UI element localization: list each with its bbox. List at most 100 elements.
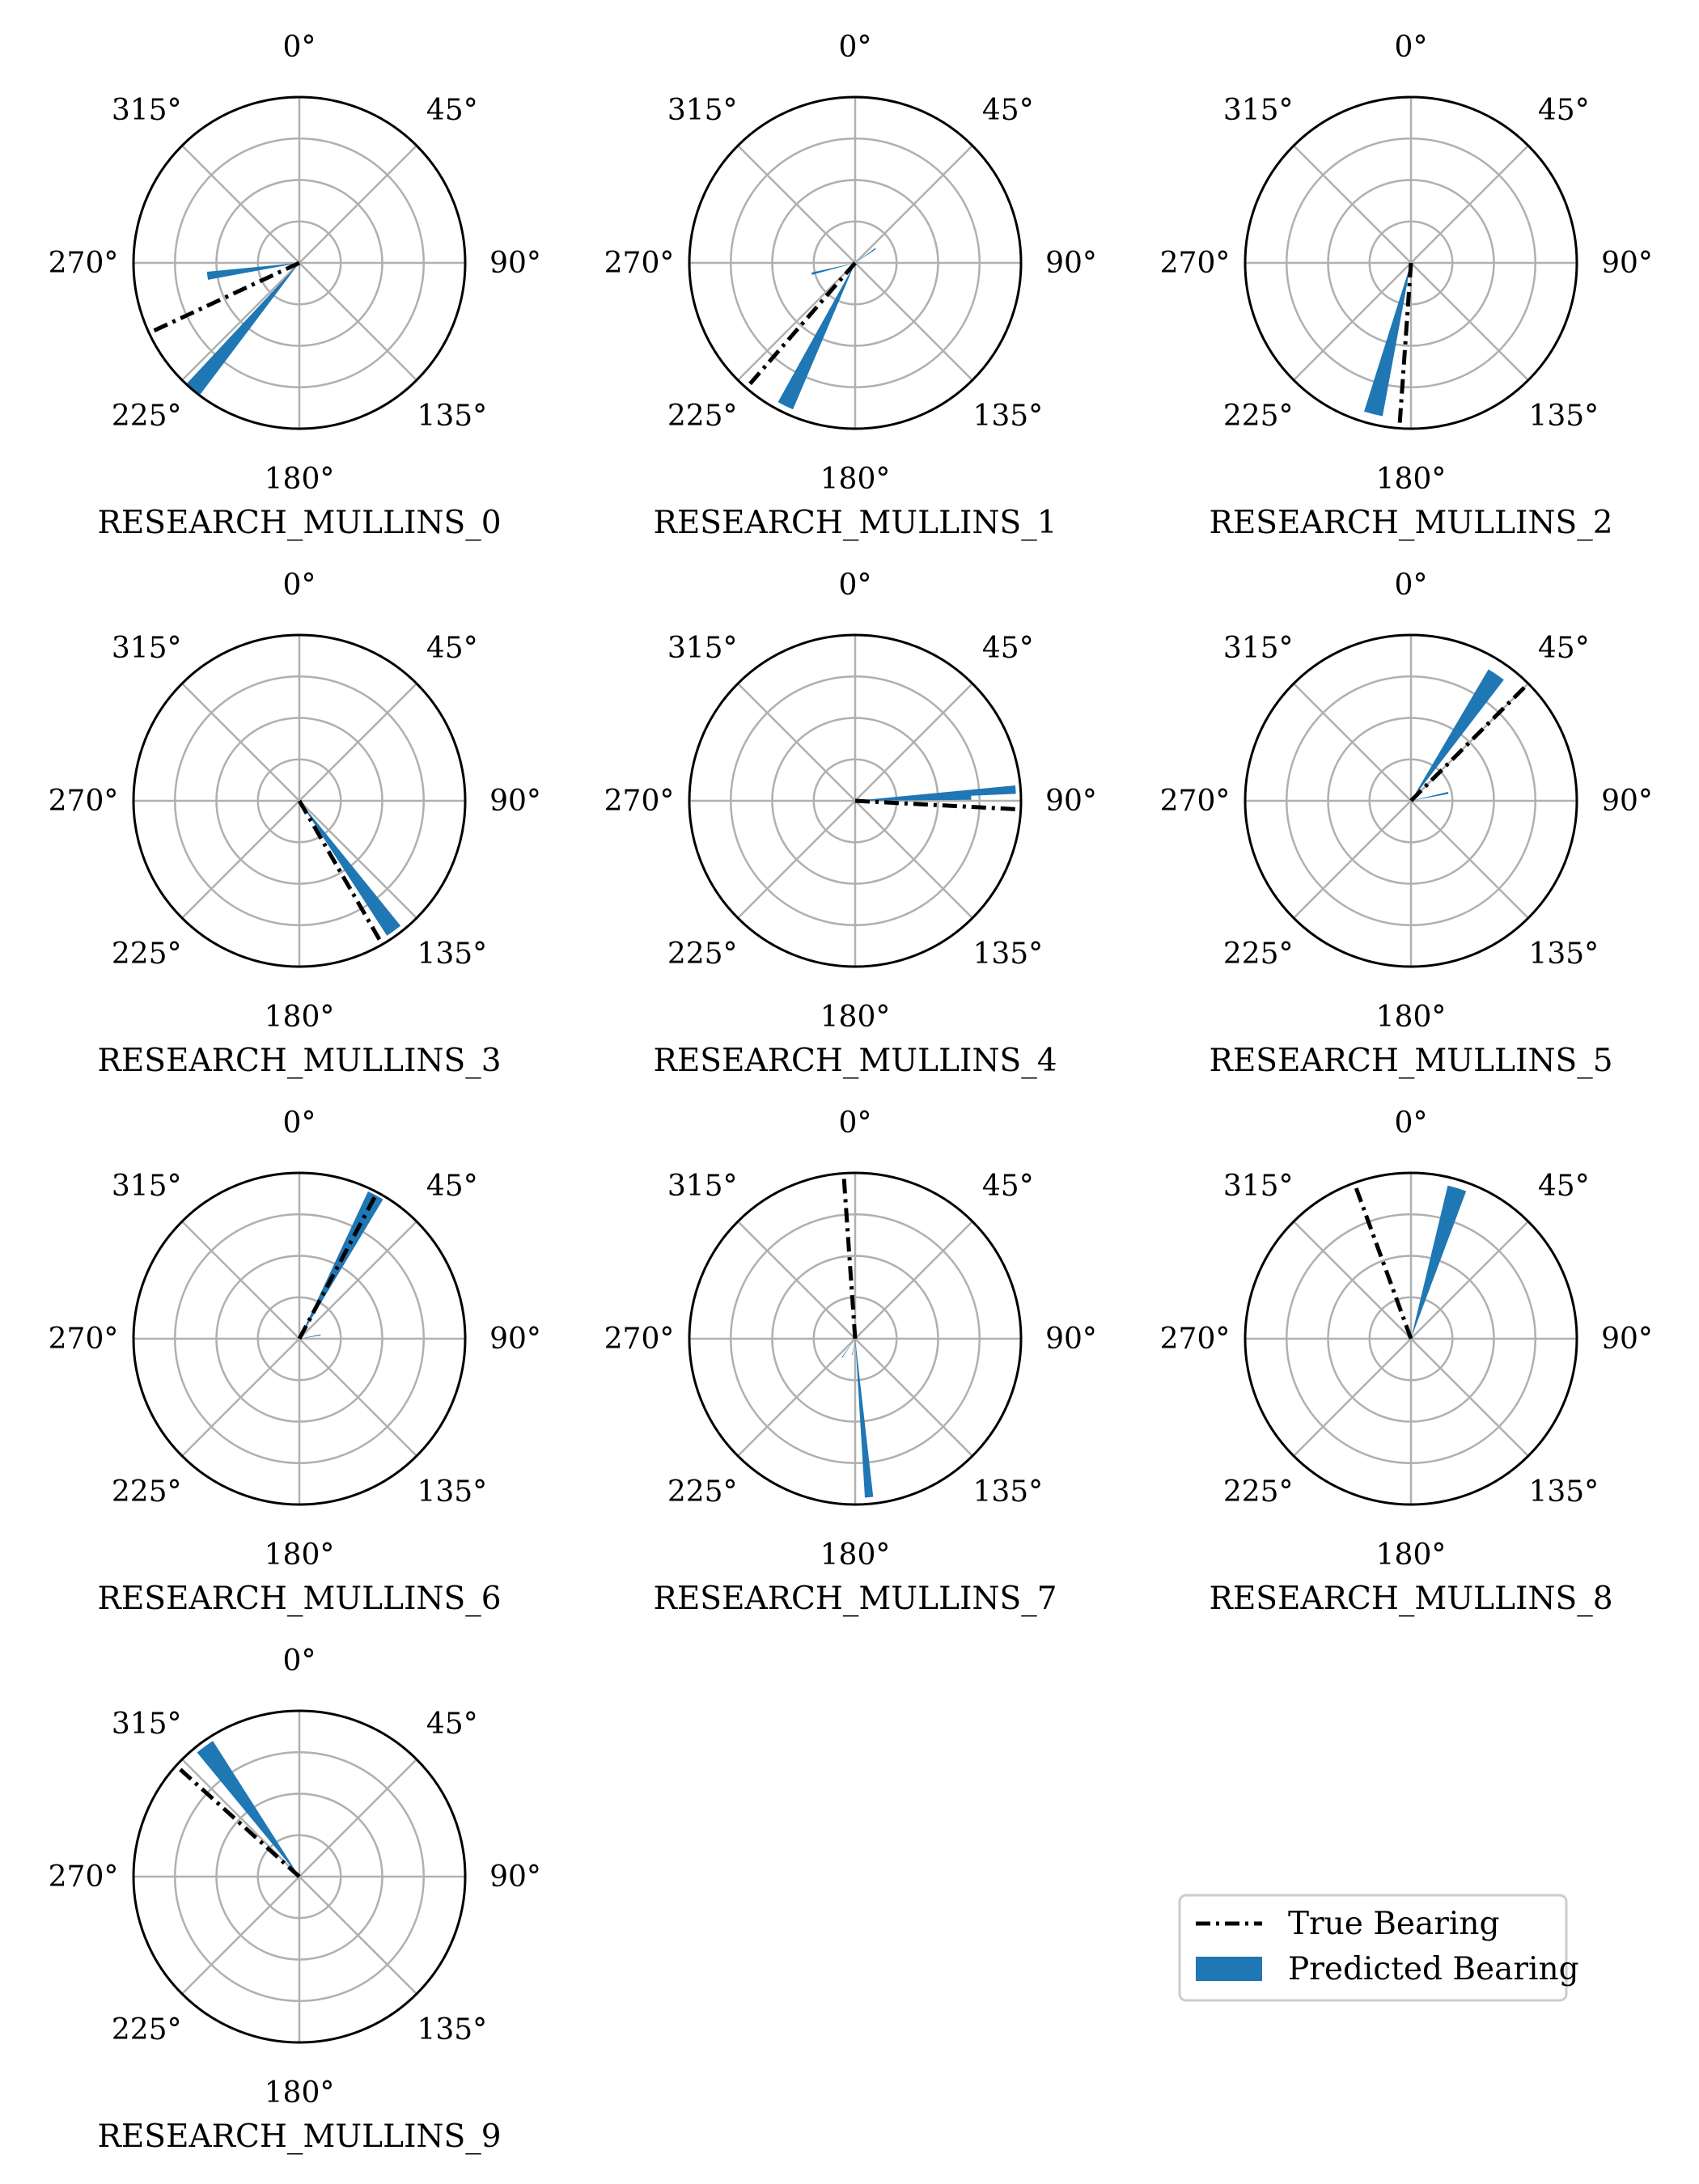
theta-tick-label: 180° (265, 463, 335, 496)
predicted-bearing-bar (186, 263, 299, 396)
theta-tick-label: 270° (49, 1323, 119, 1356)
theta-tick-label: 180° (820, 1539, 891, 1572)
theta-tick-label: 135° (972, 400, 1043, 433)
theta-tick-label: 225° (112, 400, 182, 433)
angular-gridline (299, 262, 417, 381)
legend-frame (1178, 1894, 1568, 2002)
theta-tick-label: 0° (1395, 1107, 1428, 1140)
panel-title: RESEARCH_MULLINS_9 (97, 2118, 501, 2155)
angular-gridline (1293, 1221, 1412, 1340)
true-bearing-line (744, 261, 857, 390)
angular-gridline (181, 1338, 300, 1457)
angular-gridline (737, 262, 856, 381)
angular-gridline (181, 800, 300, 919)
polar-panel: 0° 45° 90° 135° 180° 225° 270° 315° RESEARCH_MUL… (1160, 1107, 1653, 1617)
true-bearing-line (841, 1173, 858, 1340)
polar-panels: 0° 45° 90° 135° 180° 225° 270° 315° RESEARCH_MUL… (49, 31, 1653, 2155)
predicted-bearing-bar (855, 248, 876, 263)
theta-tick-label: 90° (1601, 785, 1653, 818)
theta-tick-label: 135° (1528, 400, 1599, 433)
theta-tick-label: 315° (112, 1708, 182, 1741)
true-bearing-line (1397, 262, 1413, 429)
predicted-bearing-bar (1411, 791, 1449, 801)
predicted-bearing-bar (811, 263, 855, 275)
predicted-bearing-bar (1411, 1185, 1467, 1339)
theta-tick-label: 0° (839, 31, 872, 64)
angular-gridline (854, 262, 973, 381)
predicted-bearing-bar (299, 1334, 321, 1339)
panel-title: RESEARCH_MULLINS_2 (1209, 505, 1612, 541)
angular-gridline (299, 1338, 417, 1457)
theta-tick-label: 225° (667, 1475, 738, 1509)
polar-panel: 0° 45° 90° 135° 180° 225° 270° 315° RESEARCH_MUL… (1160, 569, 1653, 1079)
theta-tick-label: 270° (1160, 785, 1231, 818)
polar-panel: 0° 45° 90° 135° 180° 225° 270° 315° RESEARCH_MUL… (49, 1644, 541, 2155)
predicted-bearing-bar (1364, 263, 1411, 417)
theta-tick-label: 315° (1223, 1170, 1294, 1203)
polar-frame (1244, 95, 1578, 430)
true-bearing-line (297, 1191, 379, 1340)
theta-tick-label: 180° (820, 463, 891, 496)
angular-gridline (181, 683, 300, 802)
theta-tick-label: 315° (1223, 94, 1294, 127)
angular-gridline (181, 1876, 300, 1995)
angular-gridline (1410, 262, 1529, 381)
theta-tick-label: 135° (417, 938, 487, 971)
polar-frame (688, 95, 1023, 430)
angular-gridline (737, 1338, 856, 1457)
angular-gridline (854, 145, 973, 264)
theta-tick-label: 45° (426, 1708, 478, 1741)
theta-tick-label: 315° (112, 94, 182, 127)
theta-tick-label: 90° (1601, 247, 1653, 280)
true-bearing-line (174, 1763, 301, 1878)
theta-tick-label: 0° (839, 1107, 872, 1140)
theta-tick-label: 45° (1538, 94, 1590, 127)
angular-gridline (181, 262, 300, 381)
predicted-bearing-bar (852, 1339, 855, 1356)
theta-tick-label: 45° (1538, 632, 1590, 665)
theta-tick-label: 45° (426, 1170, 478, 1203)
true-bearing-line (854, 798, 1021, 812)
legend-predicted-bearing-label: Predicted Bearing (1288, 1951, 1579, 1987)
theta-tick-label: 270° (49, 247, 119, 280)
theta-tick-label: 0° (283, 31, 316, 64)
polar-panel: 0° 45° 90° 135° 180° 225° 270° 315° RESEARCH_MUL… (604, 1107, 1097, 1617)
angular-gridline (299, 1876, 417, 1995)
theta-tick-label: 225° (1223, 1475, 1294, 1509)
angular-gridline (1293, 1338, 1412, 1457)
polar-panel: 0° 45° 90° 135° 180° 225° 270° 315° RESEARCH_MUL… (49, 1107, 541, 1617)
theta-tick-label: 225° (1223, 400, 1294, 433)
predicted-bearing-bar (197, 1741, 299, 1877)
angular-gridline (737, 683, 856, 802)
theta-tick-label: 45° (426, 632, 478, 665)
theta-tick-label: 270° (604, 785, 675, 818)
theta-tick-label: 135° (972, 1475, 1043, 1509)
theta-tick-label: 135° (417, 400, 487, 433)
angular-gridline (854, 1338, 973, 1457)
theta-tick-label: 270° (49, 785, 119, 818)
polar-panel: 0° 45° 90° 135° 180° 225° 270° 315° RESEARCH_MUL… (1160, 31, 1653, 541)
theta-tick-label: 90° (1045, 785, 1097, 818)
panel-title: RESEARCH_MULLINS_6 (97, 1581, 501, 1617)
angular-gridline (1410, 683, 1529, 802)
angular-gridline (737, 145, 856, 264)
legend-true-bearing-label: True Bearing (1288, 1906, 1499, 1942)
theta-tick-label: 180° (265, 1539, 335, 1572)
polar-frame (1244, 1171, 1578, 1506)
theta-tick-label: 180° (1376, 1001, 1447, 1034)
theta-tick-label: 270° (1160, 1323, 1231, 1356)
predicted-bearing-bar (841, 1339, 855, 1358)
polar-frame (132, 1709, 467, 2044)
theta-tick-label: 180° (265, 1001, 335, 1034)
polar-frame (688, 1171, 1023, 1506)
theta-tick-label: 90° (489, 1323, 541, 1356)
polar-frame (688, 633, 1023, 968)
predicted-bearing-bar (777, 263, 855, 410)
theta-tick-label: 90° (489, 247, 541, 280)
theta-tick-label: 135° (972, 938, 1043, 971)
angular-gridline (1410, 145, 1529, 264)
angular-gridline (299, 800, 417, 919)
theta-tick-label: 90° (1045, 247, 1097, 280)
theta-tick-label: 315° (112, 1170, 182, 1203)
